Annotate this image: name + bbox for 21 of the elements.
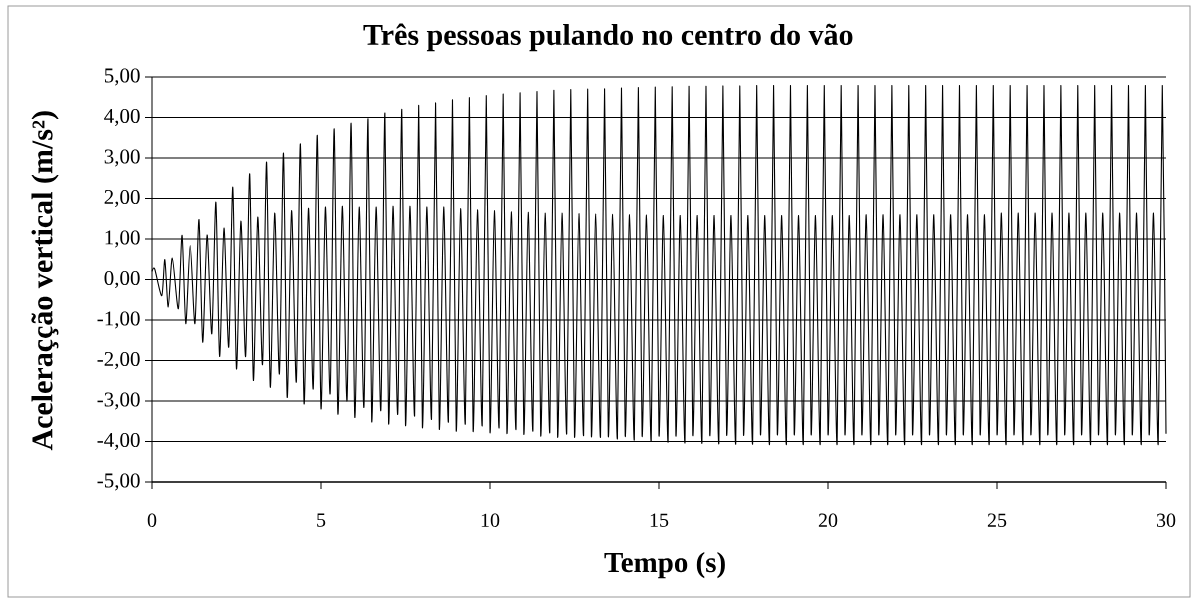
y-tick-label: -2,00	[97, 351, 140, 370]
y-tick-label: 3,00	[104, 149, 140, 167]
y-tick-label: 4,00	[104, 108, 140, 127]
y-tick-label: 1,00	[105, 230, 140, 248]
x-axis-title: Tempo (s)	[604, 551, 725, 579]
y-axis-title: Aceleraçção vertical (m/s²)	[31, 111, 59, 451]
x-tick-label: 20	[818, 513, 838, 528]
y-tick-label: -1,00	[97, 311, 140, 329]
x-tick-label: 30	[1156, 513, 1176, 528]
y-tick-label: 2,00	[104, 189, 140, 208]
x-tick-label: 0	[147, 513, 157, 528]
x-tick-label: 5	[317, 513, 326, 527]
x-tick-label: 25	[987, 513, 1007, 527]
y-tick-label: 0,00	[104, 270, 140, 289]
x-tick-label: 10	[481, 513, 500, 528]
y-tick-label: -5,00	[97, 473, 140, 491]
x-tick-label: 15	[650, 513, 669, 527]
y-tick-label: -4,00	[97, 432, 140, 451]
y-tick-label: 5,00	[104, 68, 140, 86]
chart-title: Três pessoas pulando no centro do vão	[363, 23, 853, 52]
y-tick-label: -3,00	[97, 392, 140, 410]
